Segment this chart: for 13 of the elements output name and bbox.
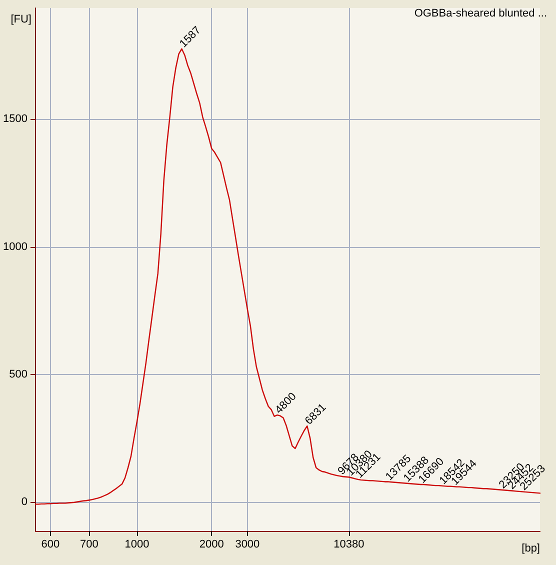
y-tick-label: 500 — [9, 368, 28, 380]
x-tick-label: 3000 — [235, 538, 260, 550]
y-tick-label: 1000 — [2, 240, 28, 253]
x-tick-label: 700 — [80, 538, 98, 550]
x-tick-label: 600 — [41, 538, 60, 550]
x-tick-label: 10380 — [334, 538, 364, 550]
x-tick-label: 2000 — [199, 538, 224, 550]
chart-title: OGBBa-sheared blunted ... — [414, 8, 547, 20]
y-tick-label: 1500 — [2, 113, 28, 126]
x-axis-title: [bp] — [522, 542, 540, 554]
y-axis-title: [FU] — [10, 14, 32, 26]
y-tick-label: 0 — [21, 496, 28, 508]
x-tick-label: 1000 — [124, 538, 150, 550]
